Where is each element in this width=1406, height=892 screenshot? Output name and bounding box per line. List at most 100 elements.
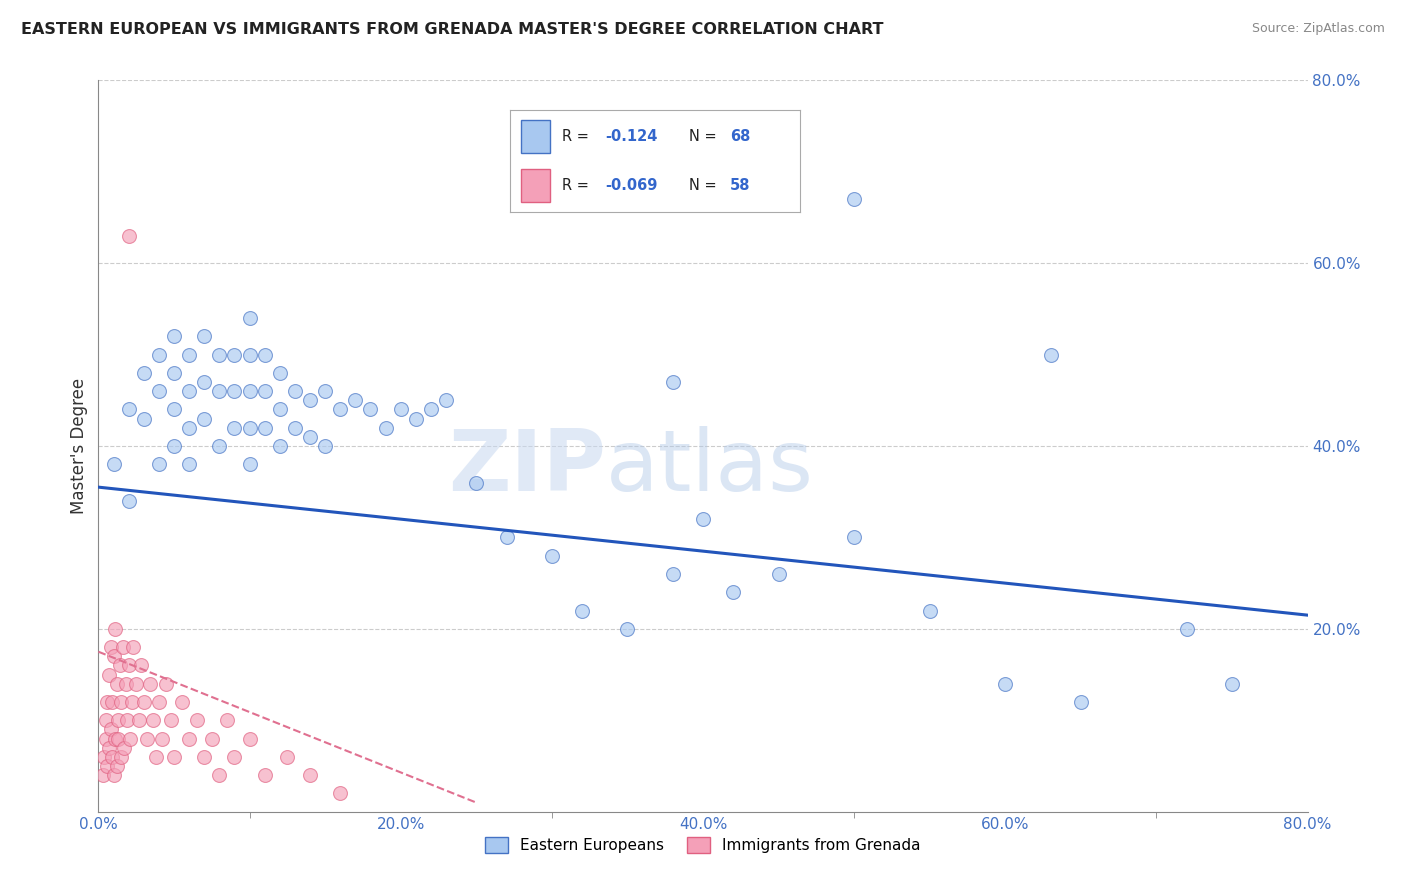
Point — [299, 768, 322, 782]
Point — [186, 714, 208, 728]
Point — [98, 667, 121, 681]
Point — [193, 749, 215, 764]
Point — [132, 695, 155, 709]
Point — [1175, 622, 1198, 636]
Point — [239, 457, 262, 471]
Point — [118, 494, 141, 508]
Point — [284, 421, 307, 435]
Point — [179, 384, 201, 398]
Point — [179, 347, 201, 362]
Point — [179, 421, 201, 435]
Point — [160, 714, 183, 728]
Point — [215, 714, 238, 728]
Point — [179, 731, 201, 746]
Point — [118, 658, 141, 673]
Point — [112, 740, 135, 755]
Point — [1220, 676, 1243, 690]
Point — [193, 411, 215, 425]
Point — [284, 384, 307, 398]
Point — [239, 421, 262, 435]
Point — [374, 421, 396, 435]
Point — [101, 749, 124, 764]
Point — [163, 749, 186, 764]
Point — [96, 759, 118, 773]
Point — [150, 731, 173, 746]
Point — [208, 768, 231, 782]
Point — [616, 622, 638, 636]
Point — [91, 768, 114, 782]
Point — [155, 676, 177, 690]
Point — [224, 421, 246, 435]
Point — [360, 402, 382, 417]
Point — [208, 347, 231, 362]
Point — [108, 658, 131, 673]
Point — [101, 695, 124, 709]
Point — [103, 457, 125, 471]
Point — [224, 347, 246, 362]
Point — [121, 695, 143, 709]
Point — [96, 695, 118, 709]
Point — [918, 603, 941, 617]
Point — [208, 439, 231, 453]
Point — [107, 714, 129, 728]
Point — [103, 649, 125, 664]
Point — [239, 310, 262, 325]
Point — [224, 749, 246, 764]
Text: Source: ZipAtlas.com: Source: ZipAtlas.com — [1251, 22, 1385, 36]
Point — [314, 439, 336, 453]
Point — [201, 731, 224, 746]
Point — [145, 749, 167, 764]
Point — [253, 768, 276, 782]
Text: atlas: atlas — [606, 426, 814, 509]
Point — [128, 714, 150, 728]
Point — [163, 366, 186, 380]
Point — [105, 759, 128, 773]
Point — [465, 475, 488, 490]
Point — [110, 749, 132, 764]
Point — [139, 676, 162, 690]
Point — [299, 430, 322, 444]
Point — [723, 585, 745, 599]
Point — [129, 658, 152, 673]
Point — [329, 787, 352, 801]
Point — [148, 695, 170, 709]
Point — [844, 192, 866, 206]
Point — [98, 740, 121, 755]
Point — [193, 329, 215, 343]
Point — [329, 402, 352, 417]
Point — [114, 676, 136, 690]
Point — [110, 695, 132, 709]
Point — [1039, 347, 1062, 362]
Point — [170, 695, 193, 709]
Point — [239, 731, 262, 746]
Text: EASTERN EUROPEAN VS IMMIGRANTS FROM GRENADA MASTER'S DEGREE CORRELATION CHART: EASTERN EUROPEAN VS IMMIGRANTS FROM GREN… — [21, 22, 883, 37]
Point — [253, 384, 276, 398]
Point — [276, 749, 298, 764]
Point — [122, 640, 145, 655]
Legend: Eastern Europeans, Immigrants from Grenada: Eastern Europeans, Immigrants from Grena… — [479, 830, 927, 859]
Point — [142, 714, 165, 728]
Point — [93, 749, 115, 764]
Point — [111, 640, 134, 655]
Point — [314, 384, 336, 398]
Point — [253, 347, 276, 362]
Point — [253, 421, 276, 435]
Point — [163, 402, 186, 417]
Point — [389, 402, 412, 417]
Point — [344, 393, 367, 408]
Point — [125, 676, 148, 690]
Point — [179, 457, 201, 471]
Point — [495, 530, 517, 544]
Point — [844, 530, 866, 544]
Point — [434, 393, 457, 408]
Point — [193, 375, 215, 389]
Point — [115, 714, 138, 728]
Point — [100, 640, 122, 655]
Point — [540, 549, 562, 563]
Point — [148, 347, 170, 362]
Point — [163, 439, 186, 453]
Point — [661, 567, 683, 582]
Point — [269, 402, 291, 417]
Point — [1070, 695, 1092, 709]
Point — [239, 384, 262, 398]
